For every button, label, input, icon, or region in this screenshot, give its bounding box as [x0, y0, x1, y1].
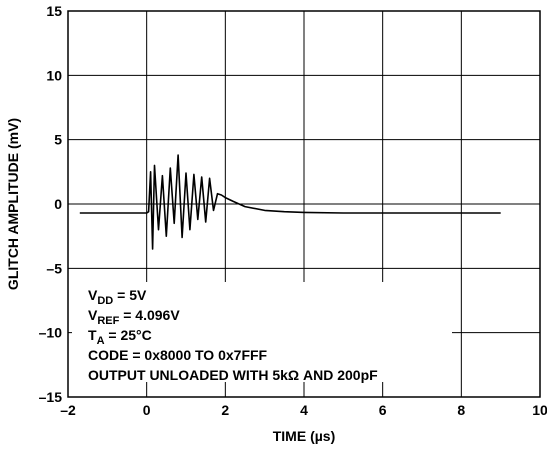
y-tick-label: 10 [46, 67, 62, 83]
annotation-vdd: VDD = 5V [88, 287, 147, 307]
x-axis-label: TIME (µs) [273, 428, 336, 444]
annotation-output: OUTPUT UNLOADED WITH 5kΩ AND 200pF [88, 367, 378, 383]
x-tick-label: 8 [457, 402, 465, 418]
y-tick-label: 5 [54, 132, 62, 148]
x-tick-label: 2 [221, 402, 229, 418]
plot-frame [67, 10, 541, 398]
x-tick-label: 4 [300, 402, 308, 418]
data-layer [79, 154, 501, 250]
y-tick-label: –15 [39, 389, 63, 405]
x-tick-label: –2 [60, 402, 76, 418]
series-line [79, 154, 501, 250]
annotation-background [72, 282, 452, 382]
y-tick-label: –10 [39, 325, 63, 341]
annotation-code: CODE = 0x8000 TO 0x7FFF [88, 347, 268, 363]
tick-labels: 15 10 5 0 –5 –10 –15–2 0 2 4 6 8 10 [39, 3, 547, 418]
y-tick-label: –5 [46, 260, 62, 276]
x-tick-label: 10 [532, 402, 547, 418]
annotation-vref: VREF = 4.096V [88, 307, 180, 327]
annotation-block: VDD = 5V VREF = 4.096V TA = 25°C CODE = … [72, 282, 452, 383]
x-tick-label: 6 [379, 402, 387, 418]
annotation-ta: TA = 25°C [88, 327, 152, 347]
y-axis-label: GLITCH AMPLITUDE (mV) [5, 118, 21, 290]
x-tick-label: 0 [143, 402, 151, 418]
y-tick-label: 15 [46, 3, 62, 19]
y-tick-label: 0 [54, 196, 62, 212]
